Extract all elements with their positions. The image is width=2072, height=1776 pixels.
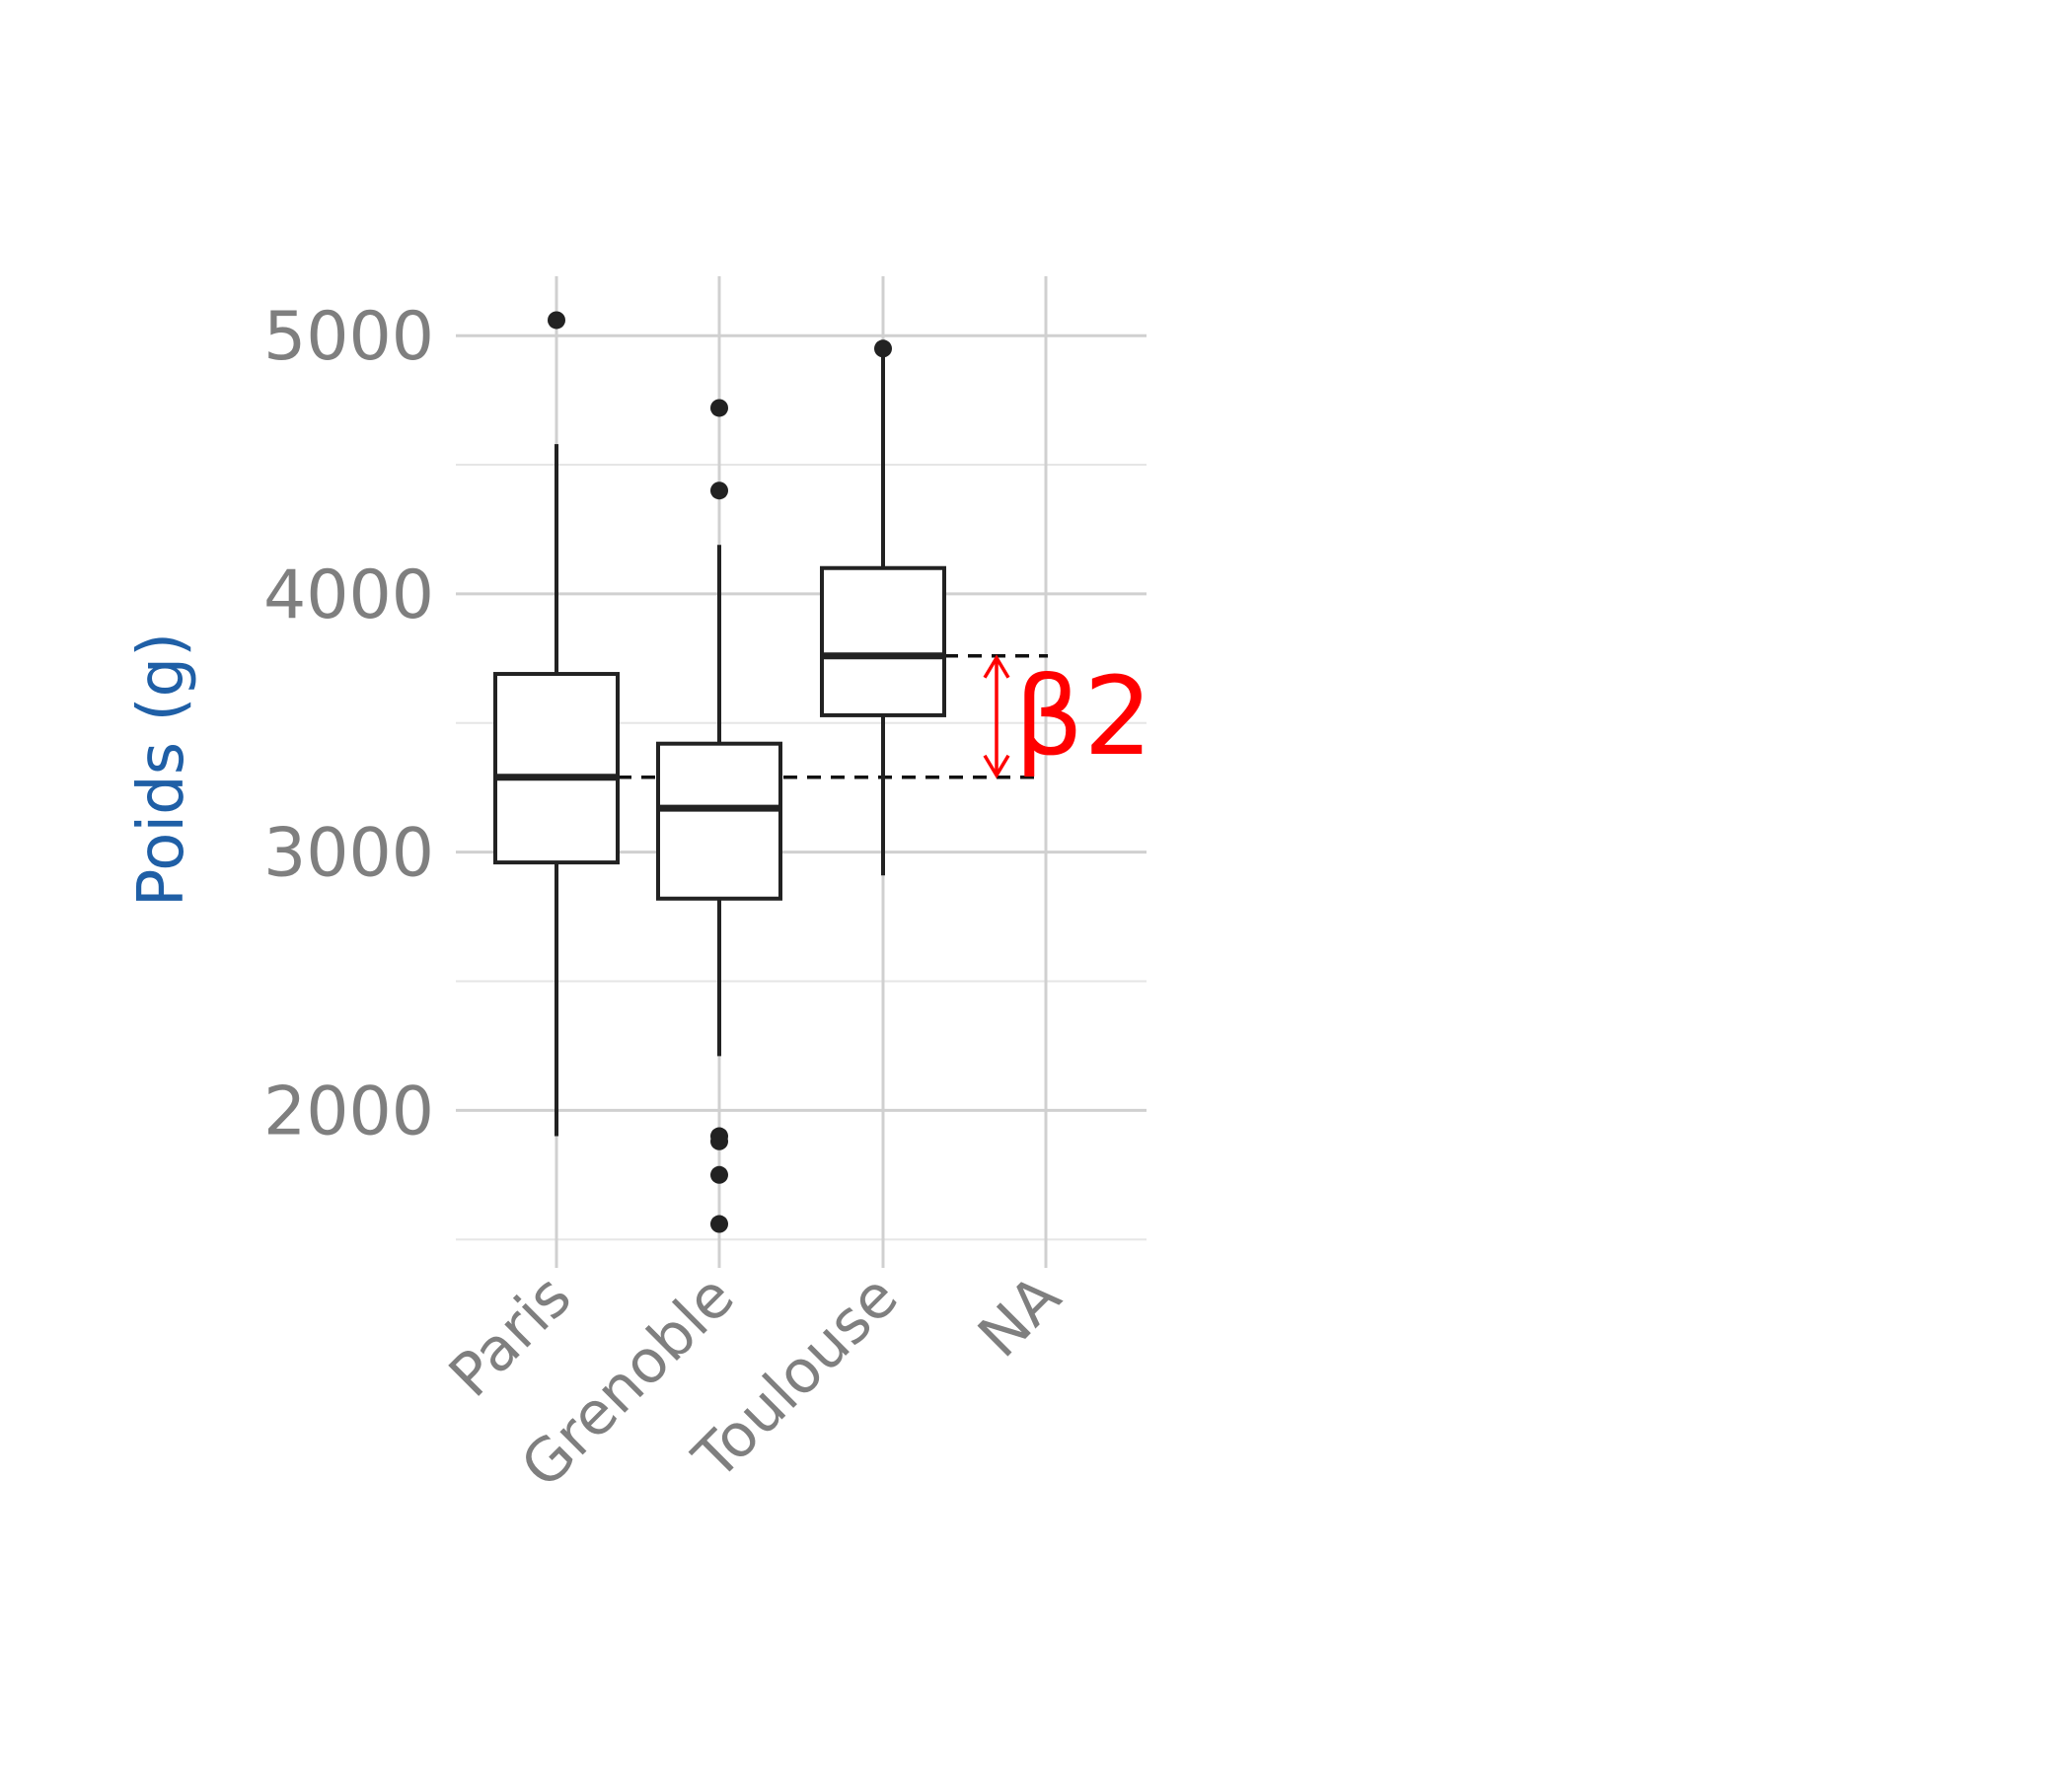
beta2-annotation: β2	[983, 653, 1152, 779]
outlier-point	[710, 1132, 728, 1150]
outlier-point	[710, 399, 728, 417]
annotation-label: β2	[1014, 653, 1152, 779]
x-tick-label: Paris	[436, 1262, 585, 1411]
y-tick-label: 5000	[263, 298, 434, 376]
y-tick-label: 4000	[263, 556, 434, 634]
y-axis-title: Poids (g)	[125, 632, 198, 907]
outlier-point	[710, 1215, 728, 1233]
annotation-arrowhead-up	[983, 654, 1010, 679]
outlier-point	[710, 1165, 728, 1184]
iqr-box	[493, 672, 620, 865]
box-toulouse	[820, 339, 946, 876]
x-tick-label: NA	[965, 1262, 1073, 1370]
boxes	[493, 311, 946, 1233]
iqr-box	[820, 565, 946, 717]
y-axis-tick-labels: 2000 3000 4000 5000	[263, 298, 434, 1150]
y-tick-label: 2000	[263, 1073, 434, 1150]
y-tick-label: 3000	[263, 815, 434, 893]
outlier-point	[710, 481, 728, 500]
outlier-point	[548, 311, 565, 330]
annotation-arrowhead-down	[983, 754, 1010, 779]
outlier-point	[874, 339, 892, 358]
box-paris	[493, 311, 620, 1137]
iqr-box	[656, 741, 782, 901]
box-grenoble	[656, 399, 782, 1233]
